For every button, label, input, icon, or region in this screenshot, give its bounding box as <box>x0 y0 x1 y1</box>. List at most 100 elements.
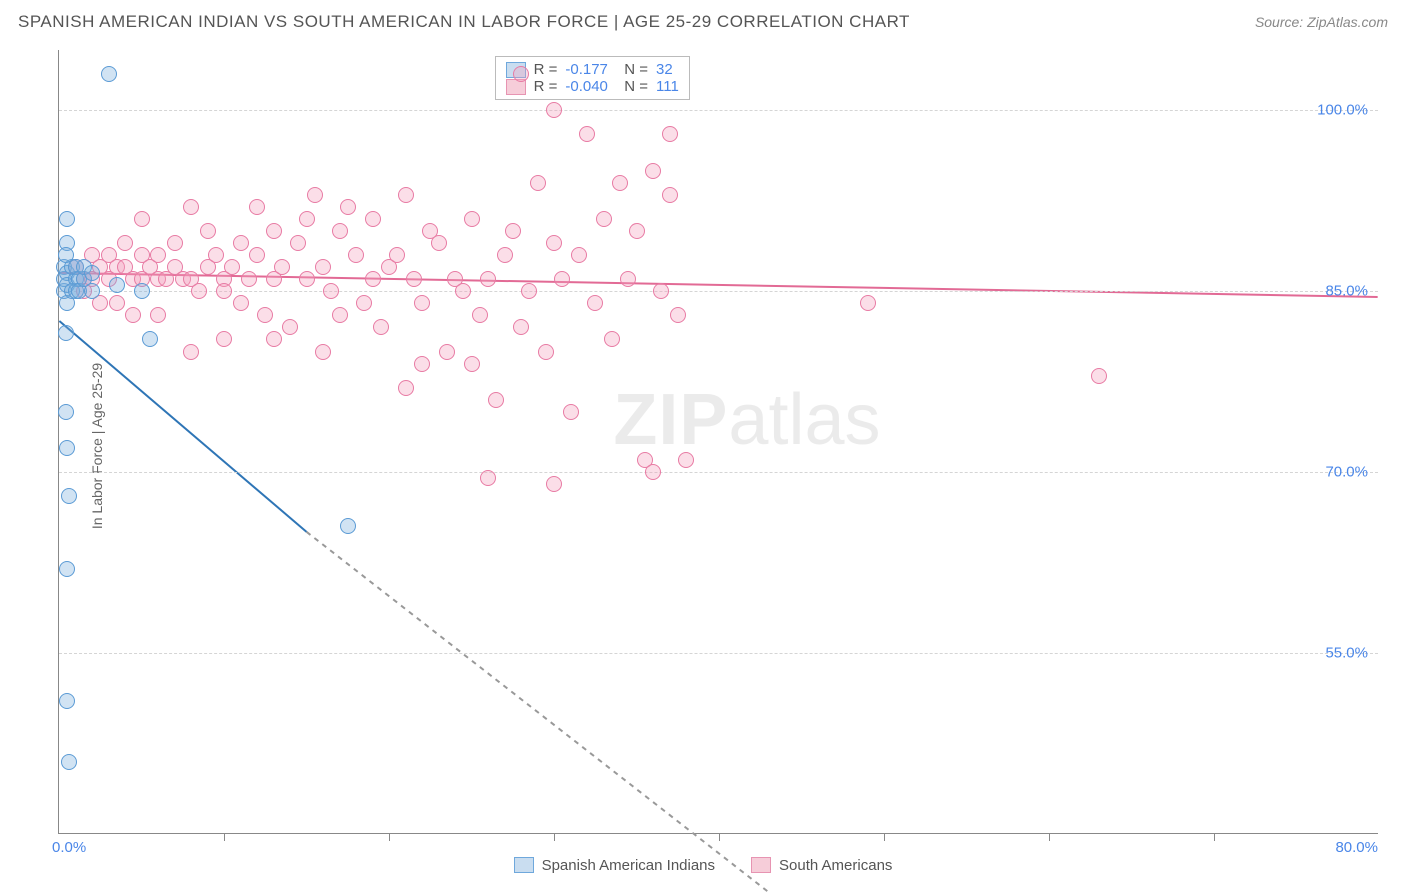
data-point <box>290 235 306 251</box>
legend-label-pink: South Americans <box>779 857 892 874</box>
data-point <box>282 319 298 335</box>
data-point <box>587 295 603 311</box>
data-point <box>340 518 356 534</box>
legend-item-blue: Spanish American Indians <box>514 857 715 874</box>
data-point <box>365 271 381 287</box>
n-label: N = <box>616 61 648 78</box>
data-point <box>142 331 158 347</box>
data-point <box>513 319 529 335</box>
data-point <box>109 295 125 311</box>
xtick <box>1214 833 1215 841</box>
ytick-label: 70.0% <box>1325 464 1368 481</box>
data-point <box>191 283 207 299</box>
ytick-label: 85.0% <box>1325 283 1368 300</box>
xtick <box>389 833 390 841</box>
data-point <box>299 211 315 227</box>
data-point <box>167 235 183 251</box>
data-point <box>208 247 224 263</box>
n-label: N = <box>616 78 648 95</box>
data-point <box>398 380 414 396</box>
n-value-2: 111 <box>656 78 679 95</box>
data-point <box>61 754 77 770</box>
data-point <box>455 283 471 299</box>
r-label: R = <box>534 78 558 95</box>
data-point <box>662 126 678 142</box>
data-point <box>233 295 249 311</box>
legend-item-pink: South Americans <box>751 857 892 874</box>
r-label: R = <box>534 61 558 78</box>
data-point <box>59 211 75 227</box>
source-text: Source: ZipAtlas.com <box>1255 14 1388 30</box>
legend-swatch-blue <box>514 857 534 873</box>
data-point <box>612 175 628 191</box>
data-point <box>307 187 323 203</box>
data-point <box>150 247 166 263</box>
data-point <box>58 325 74 341</box>
data-point <box>134 283 150 299</box>
data-point <box>150 307 166 323</box>
data-point <box>58 247 74 263</box>
data-point <box>472 307 488 323</box>
x-origin-label: 0.0% <box>52 839 86 856</box>
data-point <box>439 344 455 360</box>
data-point <box>414 295 430 311</box>
data-point <box>348 247 364 263</box>
data-point <box>464 211 480 227</box>
data-point <box>266 331 282 347</box>
data-point <box>678 452 694 468</box>
data-point <box>645 464 661 480</box>
data-point <box>546 235 562 251</box>
data-point <box>84 283 100 299</box>
n-value-1: 32 <box>656 61 673 78</box>
data-point <box>59 693 75 709</box>
r-value-2: -0.040 <box>565 78 608 95</box>
r-value-1: -0.177 <box>565 61 608 78</box>
data-point <box>200 223 216 239</box>
data-point <box>299 271 315 287</box>
data-point <box>604 331 620 347</box>
correlation-row-1: R = -0.177 N = 32 <box>506 61 679 78</box>
data-point <box>488 392 504 408</box>
correlation-row-2: R = -0.040 N = 111 <box>506 78 679 95</box>
data-point <box>241 271 257 287</box>
data-point <box>61 488 77 504</box>
xtick <box>554 833 555 841</box>
data-point <box>315 344 331 360</box>
data-point <box>59 440 75 456</box>
data-point <box>101 66 117 82</box>
data-point <box>356 295 372 311</box>
data-point <box>183 344 199 360</box>
data-point <box>653 283 669 299</box>
data-point <box>117 235 133 251</box>
data-point <box>389 247 405 263</box>
data-point <box>233 235 249 251</box>
data-point <box>257 307 273 323</box>
gridline <box>59 653 1378 654</box>
data-point <box>521 283 537 299</box>
data-point <box>109 277 125 293</box>
data-point <box>216 283 232 299</box>
ytick-label: 55.0% <box>1325 645 1368 662</box>
x-end-label: 80.0% <box>1335 839 1378 856</box>
data-point <box>274 259 290 275</box>
data-point <box>84 265 100 281</box>
data-point <box>398 187 414 203</box>
data-point <box>249 247 265 263</box>
data-point <box>216 331 232 347</box>
data-point <box>183 199 199 215</box>
data-point <box>554 271 570 287</box>
xtick <box>224 833 225 841</box>
plot-area: ZIPatlas R = -0.177 N = 32 R = -0.040 N … <box>58 50 1378 834</box>
data-point <box>480 470 496 486</box>
data-point <box>58 404 74 420</box>
legend-label-blue: Spanish American Indians <box>542 857 715 874</box>
trend-lines <box>59 50 1378 833</box>
ytick-label: 100.0% <box>1317 102 1368 119</box>
data-point <box>332 307 348 323</box>
data-point <box>538 344 554 360</box>
data-point <box>431 235 447 251</box>
data-point <box>546 476 562 492</box>
chart-title: SPANISH AMERICAN INDIAN VS SOUTH AMERICA… <box>18 12 910 32</box>
data-point <box>645 163 661 179</box>
data-point <box>530 175 546 191</box>
